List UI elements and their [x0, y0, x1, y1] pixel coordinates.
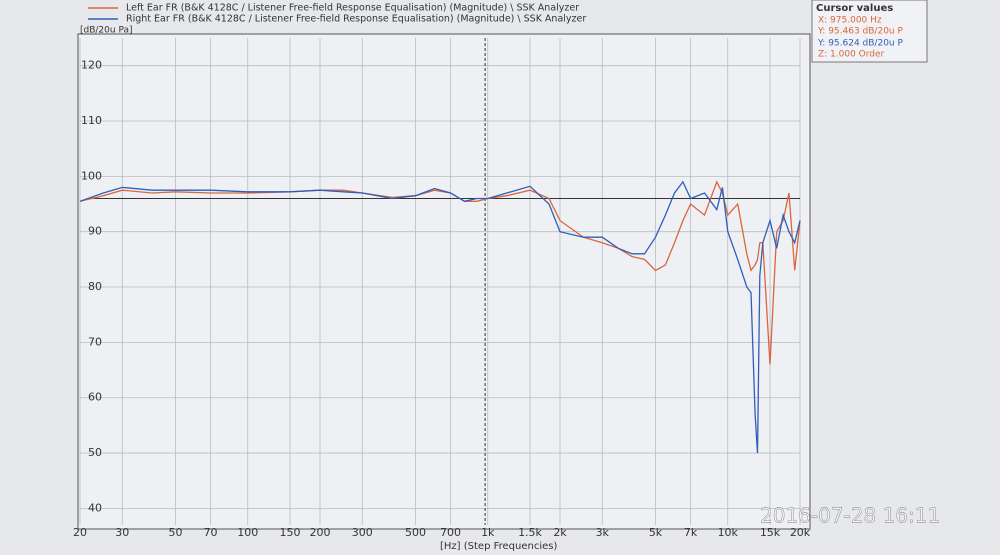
y-tick-label: 60: [88, 391, 102, 404]
x-tick-label: 10k: [718, 526, 739, 539]
x-tick-label: 2k: [553, 526, 567, 539]
y-tick-label: 80: [88, 280, 102, 293]
y-tick-label: 50: [88, 446, 102, 459]
x-axis-label: [Hz] (Step Frequencies): [440, 541, 557, 552]
x-tick-label: 100: [237, 526, 258, 539]
cursor-line: Z: 1.000 Order: [818, 50, 885, 60]
x-tick-label: 30: [115, 526, 129, 539]
x-tick-label: 20: [73, 526, 87, 539]
y-tick-label: 120: [81, 59, 102, 72]
legend-label: Right Ear FR (B&K 4128C / Listener Free-…: [126, 14, 586, 25]
x-tick-label: 300: [352, 526, 373, 539]
y-tick-label: 70: [88, 335, 102, 348]
cursor-box: [811, 0, 928, 63]
x-tick-label: 200: [310, 526, 331, 539]
legend-label: Left Ear FR (B&K 4128C / Listener Free-f…: [126, 3, 579, 14]
x-tick-label: 7k: [684, 526, 698, 539]
x-tick-label: 500: [405, 526, 426, 539]
y-axis-label: [dB/20u Pa]: [80, 26, 133, 36]
cursor-title: Cursor values: [816, 3, 893, 14]
y-tick-label: 40: [88, 501, 102, 514]
series-line: [79, 180, 801, 454]
x-tick-label: 700: [440, 526, 461, 539]
plot-frame: [77, 33, 811, 530]
cursor-line: X: 975.000 Hz: [818, 16, 882, 26]
x-tick-label: 20k: [790, 526, 811, 539]
x-tick-label: 1.5k: [518, 526, 542, 539]
y-tick-label: 90: [88, 225, 102, 238]
x-tick-label: 70: [204, 526, 218, 539]
x-tick-label: 3k: [596, 526, 610, 539]
cursor-line: Y: 95.624 dB/20u P: [817, 39, 903, 49]
x-tick-label: 15k: [760, 526, 781, 539]
y-tick-label: 100: [81, 169, 102, 182]
x-tick-label: 5k: [649, 526, 663, 539]
x-tick-label: 1k: [481, 526, 495, 539]
cursor-line: Y: 95.463 dB/20u P: [817, 27, 903, 37]
x-tick-label: 50: [169, 526, 183, 539]
y-tick-label: 110: [81, 114, 102, 127]
x-tick-label: 150: [280, 526, 301, 539]
timestamp: 2016-07-28 16:11: [760, 504, 940, 528]
